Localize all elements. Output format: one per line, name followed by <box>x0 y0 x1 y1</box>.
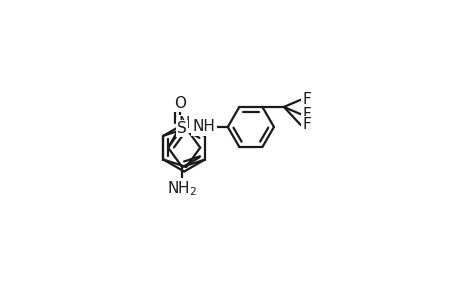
Text: F: F <box>302 92 310 107</box>
Text: F: F <box>302 106 310 122</box>
Text: S: S <box>177 121 187 136</box>
Text: NH: NH <box>192 119 215 134</box>
Text: N: N <box>178 116 190 131</box>
Text: F: F <box>302 117 310 132</box>
Text: NH$_2$: NH$_2$ <box>167 179 197 198</box>
Text: O: O <box>174 96 185 111</box>
